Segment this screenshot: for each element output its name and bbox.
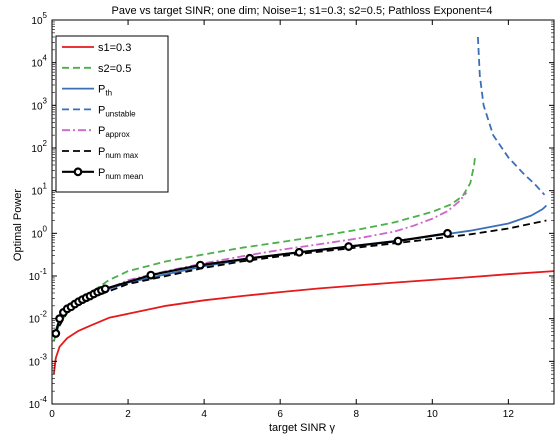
x-tick-label: 12 [503, 409, 515, 420]
series-line-pnum-max [53, 219, 547, 337]
legend-marker [73, 167, 83, 177]
y-axis-label: Optimal Power [12, 189, 24, 261]
x-tick-label: 6 [277, 409, 283, 420]
y-tick-label: 10-2 [29, 310, 48, 326]
x-axis-label: target SINR γ [269, 422, 336, 434]
y-tick-label: 10-1 [29, 267, 48, 283]
data-point [100, 284, 110, 294]
y-tick-label: 10-4 [29, 395, 48, 411]
legend-label: Pnum mean [98, 167, 143, 181]
legend-label: Punstable [98, 104, 136, 118]
data-point [344, 242, 354, 251]
data-point [52, 329, 61, 338]
legend-box [55, 35, 169, 193]
plot-frame [51, 19, 555, 405]
y-tick-label: 105 [31, 11, 47, 27]
chart-title: Pave vs target SINR; one dim; Noise=1; s… [112, 5, 493, 17]
x-tick-label: 2 [125, 409, 131, 420]
legend-label: Papprox [98, 125, 130, 139]
y-tick-label: 10-3 [29, 352, 48, 368]
data-point [393, 236, 403, 246]
x-tick-label: 4 [201, 409, 207, 420]
data-point [294, 247, 304, 257]
series-line-s1-0-3 [53, 270, 554, 375]
data-point [245, 253, 255, 263]
data-point [146, 270, 156, 280]
y-tick-label: 104 [31, 54, 47, 70]
series-line-papprox [53, 192, 468, 336]
y-tick-label: 102 [31, 139, 47, 155]
series-layer [52, 36, 554, 375]
y-tick-label: 100 [31, 224, 47, 240]
data-point [195, 260, 205, 270]
axes-layer: 10-4 10-3 10-2 10-1 100 101 102 103 104 105 0 2 4 6 8 1… [29, 11, 555, 420]
legend-label: Pnum max [98, 146, 138, 160]
x-tick-label: 0 [49, 409, 55, 420]
legend-label: s2=0.5 [98, 63, 131, 75]
x-tick-label: 8 [353, 409, 359, 420]
data-point [443, 228, 452, 238]
legend: s1=0.3 s2=0.5 Pth Punstable Papprox Pnum max P… [55, 35, 169, 193]
legend-label: Pth [98, 84, 112, 98]
series-line-punstable [477, 36, 546, 196]
x-tick-label: 10 [427, 409, 439, 420]
y-tick-label: 103 [31, 96, 47, 112]
y-tick-label: 101 [31, 182, 47, 198]
legend-label: s1=0.3 [98, 42, 131, 54]
